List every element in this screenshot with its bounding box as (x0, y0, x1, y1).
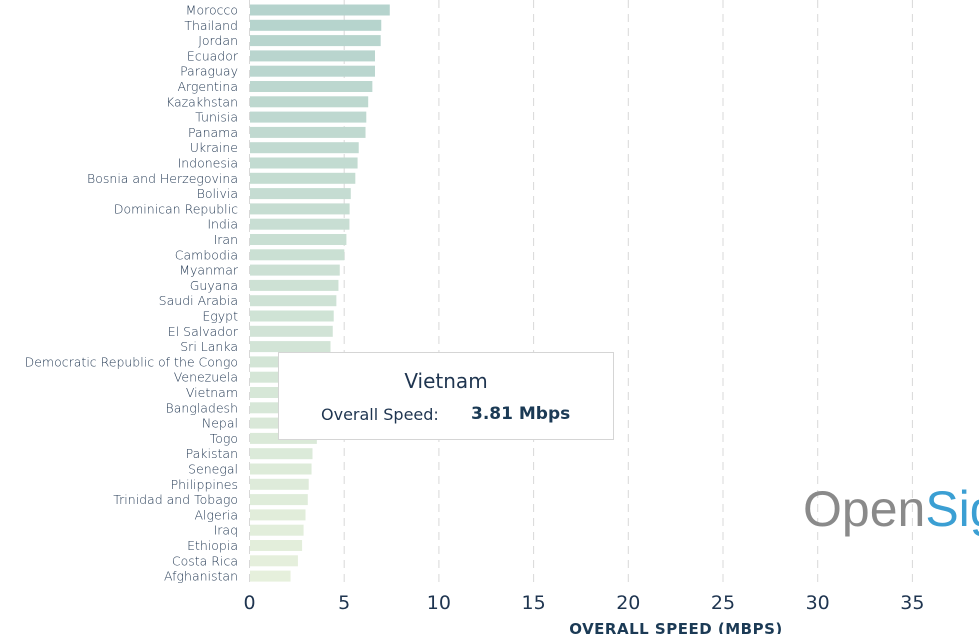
category-label: Tunisia (195, 110, 238, 125)
bar[interactable] (250, 142, 359, 154)
tooltip-key: Overall Speed: (321, 405, 439, 424)
bar[interactable] (250, 448, 313, 460)
bar[interactable] (250, 111, 367, 123)
category-label: Guyana (190, 278, 238, 293)
x-tick-label: 0 (243, 592, 255, 614)
category-label: Panama (188, 125, 238, 140)
bar[interactable] (250, 35, 381, 47)
bar[interactable] (250, 19, 382, 31)
x-tick-label: 30 (806, 592, 830, 614)
category-label: Nepal (202, 416, 238, 431)
category-label: Sri Lanka (180, 339, 238, 354)
x-tick-label: 10 (427, 592, 451, 614)
bar[interactable] (250, 234, 347, 245)
bar[interactable] (250, 555, 298, 567)
category-label: Ukraine (190, 140, 238, 155)
bar[interactable] (250, 172, 356, 184)
bar[interactable] (250, 126, 366, 138)
bar[interactable] (250, 325, 333, 337)
category-label: Morocco (186, 3, 238, 18)
category-label: Venezuela (174, 370, 238, 385)
bar[interactable] (250, 310, 334, 322)
category-label: Kazakhstan (166, 94, 238, 109)
category-label: Democratic Republic of the Congo (25, 354, 238, 369)
category-label: Philippines (171, 477, 238, 492)
tooltip-title: Vietnam (404, 369, 488, 393)
x-tick-label: 15 (522, 592, 546, 614)
category-label: Ethiopia (187, 538, 238, 553)
x-tick-label: 5 (338, 592, 350, 614)
category-label: Dominican Republic (114, 201, 238, 216)
bar[interactable] (250, 203, 350, 215)
bar[interactable] (250, 65, 376, 77)
bar[interactable] (250, 295, 337, 307)
category-label: Saudi Arabia (159, 293, 238, 308)
bar[interactable] (250, 478, 309, 490)
category-label: Iran (214, 232, 238, 247)
bar[interactable] (250, 524, 304, 536)
category-label: Jordan (198, 33, 238, 48)
category-label: Togo (210, 431, 238, 446)
bar[interactable] (250, 218, 350, 230)
bar[interactable] (250, 81, 373, 92)
bar[interactable] (250, 188, 351, 200)
category-label: Argentina (177, 79, 238, 94)
category-label: Vietnam (186, 385, 238, 400)
category-label: El Salvador (168, 324, 239, 339)
category-label: Bosnia and Herzegovina (87, 171, 238, 186)
category-label: Bangladesh (166, 400, 238, 415)
tooltip-value: 3.81 Mbps (471, 404, 571, 424)
category-label: Indonesia (178, 156, 238, 171)
x-tick-label: 35 (900, 592, 924, 614)
bar[interactable] (250, 341, 331, 353)
x-tick-label: 25 (711, 592, 735, 614)
category-label: Senegal (188, 462, 238, 477)
x-tick-label: 20 (616, 592, 640, 614)
category-label: Trinidad and Tobago (113, 492, 238, 507)
category-label: Thailand (184, 18, 238, 33)
bar[interactable] (250, 570, 291, 582)
bar[interactable] (250, 96, 369, 108)
category-label: Paraguay (180, 64, 238, 79)
category-label: Ecuador (187, 48, 239, 63)
category-label: Bolivia (197, 186, 238, 201)
opensignal-logo: OpenSig (803, 481, 979, 537)
bar[interactable] (250, 249, 345, 261)
category-label: India (207, 217, 238, 232)
category-label: Algeria (195, 507, 239, 522)
bar[interactable] (250, 279, 339, 291)
x-axis-title: OVERALL SPEED (MBPS) (569, 620, 783, 634)
category-label: Egypt (202, 309, 238, 324)
category-label: Afghanistan (164, 569, 238, 584)
category-label: Iraq (214, 523, 238, 538)
bar[interactable] (250, 157, 358, 169)
category-label: Cambodia (175, 247, 238, 262)
category-label: Myanmar (179, 263, 239, 278)
bar[interactable] (250, 264, 340, 276)
bar[interactable] (250, 4, 390, 16)
category-label: Costa Rica (172, 553, 238, 568)
bar[interactable] (250, 50, 376, 62)
bar[interactable] (250, 509, 306, 521)
tooltip: Vietnam Overall Speed: 3.81 Mbps (278, 352, 614, 440)
bar[interactable] (250, 540, 303, 551)
bar[interactable] (250, 494, 308, 506)
category-label: Pakistan (186, 446, 238, 461)
bar[interactable] (250, 463, 312, 475)
